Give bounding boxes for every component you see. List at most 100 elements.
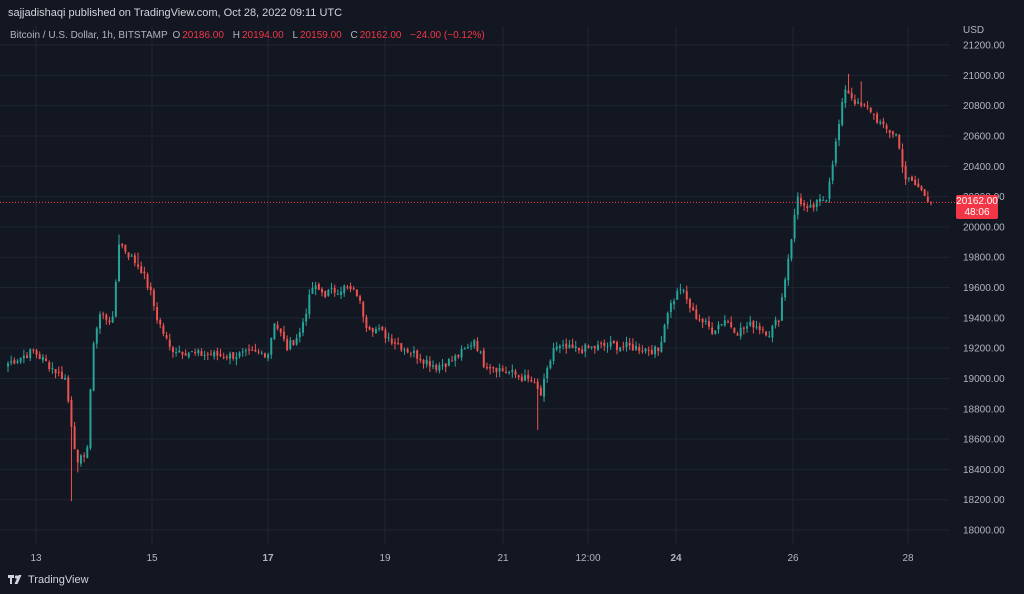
candle [774, 316, 777, 329]
candle [241, 348, 244, 357]
candle [248, 344, 251, 355]
candle [194, 348, 197, 356]
candle [267, 352, 270, 362]
candle [654, 345, 657, 359]
candle [289, 336, 292, 351]
tradingview-brand[interactable]: TradingView [8, 574, 89, 586]
candle [152, 288, 155, 311]
open-value: 20186.00 [182, 30, 224, 41]
candle [476, 337, 479, 352]
y-tick-label: 19200.00 [963, 344, 1005, 355]
candle [213, 349, 216, 360]
candle [184, 349, 187, 356]
tradingview-logo-icon [8, 575, 22, 584]
candle [485, 362, 488, 371]
candle [631, 338, 634, 351]
candle [466, 343, 469, 350]
candle [235, 352, 238, 366]
candle [254, 343, 257, 353]
y-tick-label: 18200.00 [963, 495, 1005, 506]
candle [133, 252, 136, 267]
x-tick-label: 15 [146, 553, 158, 564]
candle [447, 358, 450, 367]
y-tick-label: 18400.00 [963, 465, 1005, 476]
candle [200, 348, 203, 357]
candle [543, 373, 546, 402]
candle [606, 342, 609, 353]
candle [616, 340, 618, 355]
candle [641, 345, 644, 354]
candle [707, 316, 710, 330]
candle [619, 347, 622, 353]
y-tick-label: 18600.00 [963, 435, 1005, 446]
candle [257, 348, 260, 355]
candle [746, 321, 749, 333]
candle [901, 143, 904, 173]
candle [688, 297, 691, 313]
candle [907, 177, 910, 182]
candle [108, 316, 111, 325]
candle [498, 363, 501, 378]
candle [866, 101, 869, 110]
candle [803, 199, 806, 211]
y-tick-label: 18800.00 [963, 404, 1005, 415]
candle [273, 323, 276, 341]
candle [841, 97, 844, 127]
y-tick-label: 19000.00 [963, 374, 1005, 385]
candle [742, 326, 745, 335]
candle [685, 285, 688, 304]
candle [504, 366, 507, 374]
candle [882, 117, 885, 129]
x-tick-label: 19 [379, 553, 391, 564]
candle [876, 111, 879, 124]
candle [441, 358, 444, 370]
candle [73, 422, 76, 450]
candle [590, 346, 593, 350]
candle [463, 346, 466, 350]
candle [298, 327, 301, 343]
candlestick-chart[interactable]: 21200.00 21000.00 20800.00 20600.00 20400.00… [0, 0, 1024, 568]
candle [787, 254, 790, 286]
candle [917, 178, 920, 188]
candle [727, 319, 729, 324]
candle [777, 319, 780, 327]
candle [114, 279, 117, 318]
candle [425, 355, 428, 368]
y-tick-label: 19600.00 [963, 283, 1005, 294]
y-tick-label: 20600.00 [963, 131, 1005, 142]
candle [79, 453, 82, 467]
candle [891, 130, 894, 138]
candle [359, 294, 362, 305]
candle [86, 445, 89, 459]
candle [679, 283, 682, 295]
candle [232, 352, 235, 361]
candle [736, 331, 739, 336]
candle [479, 350, 482, 355]
candle [422, 358, 425, 369]
candle [229, 351, 232, 365]
candle [530, 376, 533, 383]
candle [796, 192, 799, 220]
candle [562, 339, 565, 350]
candle [16, 358, 19, 365]
candle [286, 335, 289, 352]
candle [432, 360, 435, 370]
candle [558, 344, 561, 354]
candle [438, 362, 441, 374]
candle [872, 113, 875, 120]
candle [175, 347, 178, 357]
candle [508, 370, 511, 375]
candle [755, 320, 758, 330]
candle [397, 337, 400, 346]
candle [210, 349, 212, 356]
candle [720, 323, 723, 327]
time-axis: 13 15 17 19 21 12:00 24 26 28 [30, 553, 914, 564]
candle [206, 351, 209, 361]
bar-countdown: 48:06 [964, 207, 990, 218]
close-label: C [350, 30, 358, 41]
last-price-value: 20162.00 [956, 196, 998, 207]
candle [869, 107, 872, 114]
candle [663, 323, 666, 343]
candle [305, 308, 308, 326]
candle [660, 336, 663, 353]
